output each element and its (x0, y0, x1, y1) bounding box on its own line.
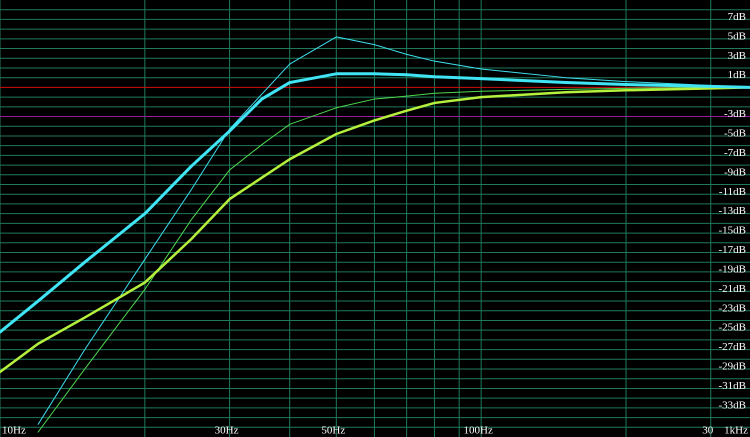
response-curve (37, 86, 750, 433)
y-tick-label: 5dB (728, 30, 746, 42)
y-tick-label: -33dB (719, 399, 747, 411)
y-tick-label: -3dB (724, 108, 746, 120)
y-tick-label: 1dB (728, 69, 746, 81)
response-curve (37, 36, 750, 425)
y-tick-label: -23dB (719, 302, 747, 314)
x-tick-label: 30 (702, 425, 714, 437)
y-tick-label: -7dB (724, 147, 746, 159)
x-tick-label: 10Hz (2, 425, 26, 437)
y-tick-label: -13dB (719, 205, 747, 217)
y-tick-label: 7dB (728, 11, 746, 23)
y-tick-label: -19dB (719, 263, 747, 275)
y-tick-label: 3dB (728, 50, 746, 62)
response-curve (0, 72, 750, 334)
y-tick-label: -11dB (719, 186, 746, 198)
y-tick-label: -29dB (719, 361, 747, 373)
x-tick-label: 30Hz (215, 425, 239, 437)
y-tick-label: -5dB (724, 127, 746, 139)
y-tick-label: -17dB (719, 244, 747, 256)
y-tick-label: -27dB (719, 341, 747, 353)
response-curve (0, 86, 750, 374)
x-tick-label: 100Hz (464, 425, 493, 437)
y-tick-label: -15dB (719, 225, 747, 237)
y-tick-label: -9dB (724, 166, 746, 178)
y-tick-label: -21dB (719, 283, 747, 295)
x-tick-label: 1kHz (724, 425, 748, 437)
x-tick-label: 50Hz (321, 425, 345, 437)
y-tick-label: -25dB (719, 322, 747, 334)
y-tick-label: -31dB (719, 380, 747, 392)
